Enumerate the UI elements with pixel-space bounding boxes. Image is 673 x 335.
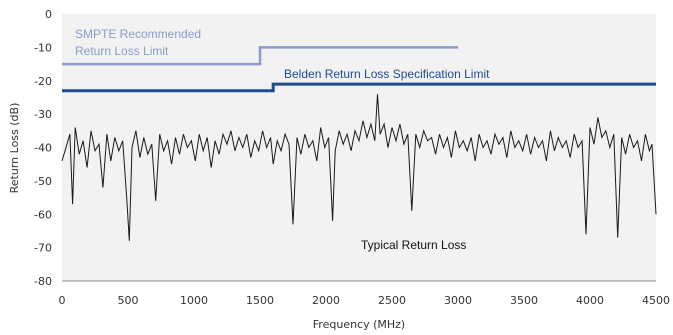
x-tick-label: 4000 — [576, 294, 604, 307]
y-tick-label: -10 — [34, 41, 52, 54]
annotation-smpte-line2: Return Loss Limit — [75, 44, 169, 58]
x-tick-label: 1500 — [246, 294, 274, 307]
y-tick-label: -20 — [34, 75, 52, 88]
annotation-smpte-line1: SMPTE Recommended — [75, 27, 201, 41]
y-axis-label: Return Loss (dB) — [8, 103, 21, 194]
x-tick-label: 500 — [118, 294, 139, 307]
x-axis-label: Frequency (MHz) — [313, 318, 405, 331]
x-tick-label: 3500 — [510, 294, 538, 307]
annotation-belden: Belden Return Loss Specification Limit — [284, 67, 490, 81]
x-axis-ticks: 0 500 1000 1500 2000 2500 3000 3500 4000 4500 — [59, 294, 671, 307]
y-tick-label: -70 — [34, 242, 52, 255]
x-tick-label: 3000 — [444, 294, 472, 307]
series-typical-return-loss — [61, 94, 657, 241]
y-axis-ticks: 0 -10 -20 -30 -40 -50 -60 -70 -80 — [34, 8, 52, 288]
series-belden-limit — [62, 82, 656, 93]
annotation-typical: Typical Return Loss — [361, 238, 466, 252]
x-tick-label: 4500 — [642, 294, 670, 307]
y-tick-label: -80 — [34, 275, 52, 288]
y-tick-label: -40 — [34, 142, 52, 155]
y-tick-label: 0 — [45, 8, 52, 21]
plot-background — [62, 14, 656, 281]
x-tick-label: 2500 — [378, 294, 406, 307]
x-tick-label: 1000 — [180, 294, 208, 307]
y-tick-label: -50 — [34, 175, 52, 188]
y-tick-label: -60 — [34, 208, 52, 221]
series-smpte-limit — [62, 46, 458, 66]
x-tick-label: 0 — [59, 294, 66, 307]
y-tick-label: -30 — [34, 108, 52, 121]
x-tick-label: 2000 — [312, 294, 340, 307]
